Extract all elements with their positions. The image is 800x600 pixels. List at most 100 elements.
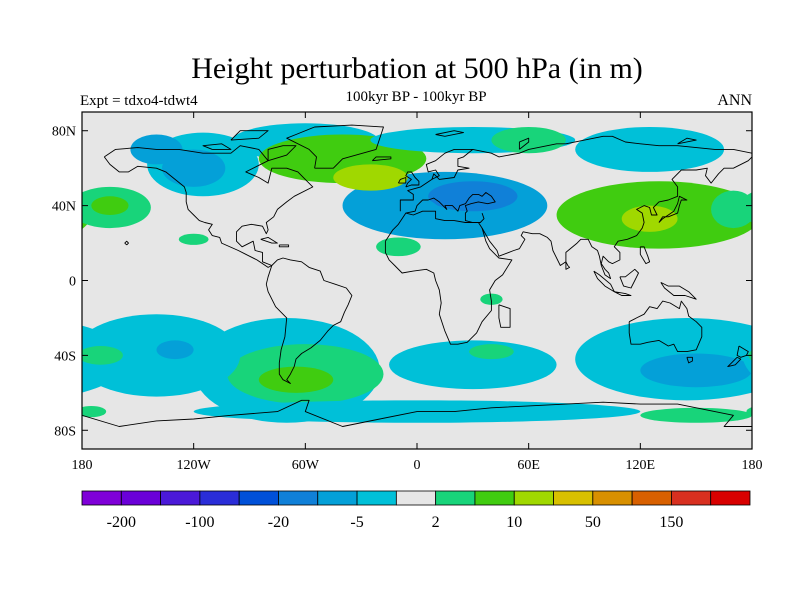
colorbar-swatch <box>671 490 712 506</box>
colorbar-swatch <box>710 490 751 506</box>
colorbar-swatch <box>553 490 594 506</box>
coastline <box>278 244 290 248</box>
colorbar-swatch <box>513 490 554 506</box>
x-tick-label: 120W <box>177 458 212 473</box>
y-tick-label: 40N <box>52 200 76 215</box>
coastline <box>286 124 384 169</box>
contour-region <box>333 164 408 191</box>
contour-region <box>469 344 514 360</box>
contour-region <box>156 340 194 360</box>
x-tick-label: 120E <box>626 458 656 473</box>
contour-region <box>357 194 440 229</box>
colorbar-swatch <box>435 490 476 506</box>
colorbar-swatch <box>395 490 437 506</box>
contour-region <box>82 405 107 418</box>
coastline <box>397 177 407 184</box>
colorbar-label: 50 <box>585 514 601 531</box>
coastline <box>565 261 571 270</box>
contour-region <box>748 350 752 361</box>
x-tick-label: 60E <box>517 458 540 473</box>
y-tick-label: 40S <box>54 349 76 364</box>
coastline <box>619 268 639 289</box>
coastline <box>518 137 530 150</box>
coastline <box>82 399 752 427</box>
chart-title: Height perturbation at 500 hPa (in m) <box>191 52 643 85</box>
colorbar-swatch <box>356 490 397 506</box>
colorbar-label: 2 <box>432 514 440 531</box>
coastline <box>399 148 474 212</box>
coastline <box>660 281 697 300</box>
coastlines <box>82 124 752 427</box>
contour-region <box>738 192 752 223</box>
colorbar-swatch <box>81 490 122 506</box>
y-tick-label: 80S <box>54 424 76 439</box>
contour-region <box>178 233 209 245</box>
colorbar-label: -200 <box>107 514 136 531</box>
coastline <box>371 156 392 162</box>
colorbar-swatch <box>120 490 161 506</box>
chart-subtitle: 100kyr BP - 100kyr BP <box>345 89 487 105</box>
colorbar-swatch <box>160 490 201 506</box>
coastline <box>498 304 511 328</box>
contour-region <box>162 149 226 187</box>
coastline <box>658 195 688 223</box>
colorbar-label: 10 <box>506 514 522 531</box>
coastline <box>103 145 314 268</box>
contour-region <box>428 181 518 212</box>
coastline <box>736 345 749 358</box>
coastline <box>267 145 297 162</box>
contour-region <box>91 196 129 215</box>
contour-region <box>711 190 752 229</box>
colorbar-swatch <box>317 490 358 506</box>
y-axis-ticks: 80N 40N 0 40S 80S <box>52 125 752 439</box>
contour-region <box>82 200 92 229</box>
contour-region <box>258 366 334 393</box>
coastline <box>405 192 496 223</box>
contour-region <box>82 346 123 365</box>
colorbar-label: -100 <box>185 514 214 531</box>
x-tick-label: 180 <box>72 458 93 473</box>
colorbar-swatch <box>474 490 515 506</box>
colorbar-swatch <box>238 490 279 506</box>
colorbar-label: -20 <box>268 514 289 531</box>
coastline <box>639 246 651 265</box>
coastline <box>230 130 269 141</box>
contour-region <box>575 126 725 172</box>
contour-region <box>389 340 557 390</box>
contour-region <box>621 205 678 232</box>
x-tick-label: 0 <box>414 458 421 473</box>
coastline <box>405 171 420 188</box>
coastline <box>677 137 697 145</box>
coastline <box>472 135 752 158</box>
coastline <box>686 356 693 364</box>
colorbar: -200 -100 -20 -5 2 10 50 150 <box>81 490 751 531</box>
coastline <box>727 356 742 368</box>
coastline <box>384 210 513 345</box>
colorbar-label: -5 <box>350 514 363 531</box>
coastline <box>614 291 632 296</box>
colorbar-swatch <box>592 490 633 506</box>
coastline <box>628 300 703 353</box>
coastline <box>435 130 464 137</box>
period-label: ANN <box>717 92 752 109</box>
contour-region <box>640 353 752 388</box>
coastline <box>124 240 129 246</box>
x-axis-ticks: 180 120W 60W 0 60E 120E 180 <box>72 112 763 473</box>
colorbar-swatch <box>631 490 672 506</box>
colorbar-swatch <box>199 490 240 506</box>
contour-region <box>640 407 752 423</box>
coastline <box>260 236 278 244</box>
experiment-label: Expt = tdxo4-tdwt4 <box>80 93 198 109</box>
y-tick-label: 80N <box>52 125 76 140</box>
y-tick-label: 0 <box>69 275 76 290</box>
colorbar-label: 150 <box>659 514 683 531</box>
colorbar-swatch <box>278 490 319 506</box>
coastline <box>202 143 232 150</box>
x-tick-label: 60W <box>292 458 320 473</box>
coastline <box>481 156 752 280</box>
contour-region <box>746 407 752 416</box>
x-tick-label: 180 <box>742 458 763 473</box>
contour-region <box>376 237 421 257</box>
coastline <box>265 257 353 384</box>
